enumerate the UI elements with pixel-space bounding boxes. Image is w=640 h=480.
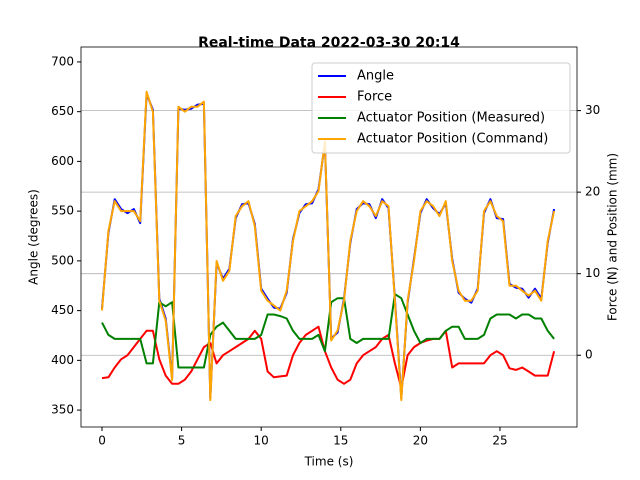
y-tick-label: 500: [51, 253, 74, 267]
y-tick-label: 600: [51, 154, 74, 168]
data-line: [101, 293, 555, 369]
legend-label: Actuator Position (Measured): [357, 111, 545, 126]
x-tick-label: 20: [413, 434, 428, 448]
x-tick-label: 25: [492, 434, 507, 448]
y2-tick-label: 20: [585, 185, 600, 199]
legend-label: Force: [357, 90, 392, 105]
legend-label: Angle: [357, 69, 394, 84]
y-tick-label: 350: [51, 403, 74, 417]
y-tick-label: 550: [51, 204, 74, 218]
y2-tick-label: 0: [585, 348, 593, 362]
y2-tick-label: 30: [585, 103, 600, 117]
legend-box: [311, 62, 571, 154]
plot-frame: [80, 46, 578, 428]
x-axis-label: Time (s): [304, 455, 354, 469]
y-tick-label: 700: [51, 54, 74, 68]
y-axis-label: Angle (degrees): [27, 189, 41, 285]
y-tick-label: 450: [51, 303, 74, 317]
y-tick-label: 650: [51, 104, 74, 118]
y2-axis-label: Force (N) and Position (mm): [606, 153, 620, 321]
x-tick-label: 15: [333, 434, 348, 448]
x-tick-label: 10: [254, 434, 269, 448]
data-line: [101, 90, 556, 402]
chart-title: Real-time Data 2022-03-30 20:14: [198, 35, 460, 51]
x-tick-label: 0: [98, 434, 106, 448]
legend-label: Actuator Position (Command): [357, 132, 548, 147]
y2-tick-label: 10: [585, 266, 600, 280]
legend: Angle Force Actuator Position (Measured) Ac…: [311, 62, 571, 154]
data-line: [101, 325, 556, 389]
y-tick-label: 400: [51, 353, 74, 367]
x-tick-label: 5: [178, 434, 186, 448]
